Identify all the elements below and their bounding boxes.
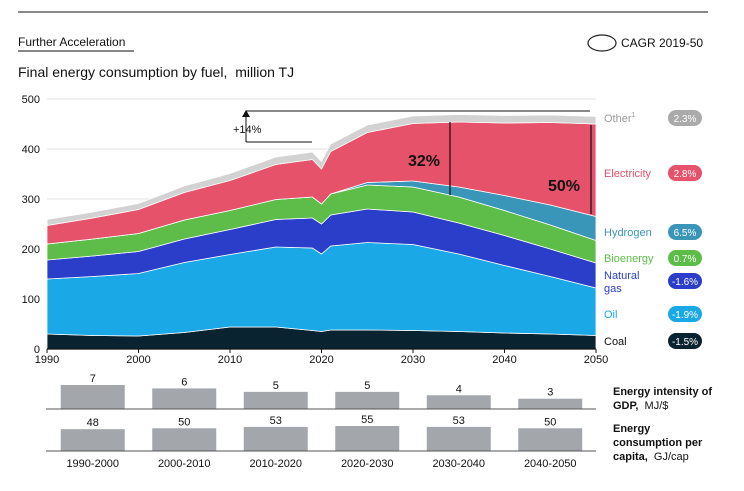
per-capita-value-label: 55 bbox=[361, 414, 373, 426]
legend-label-natural-gas: Natural gas bbox=[604, 270, 639, 295]
cagr-badge-other bbox=[668, 110, 702, 126]
y-tick-label: 400 bbox=[22, 144, 40, 156]
legend-label-other-footnote: 1 bbox=[632, 112, 636, 119]
legend-label-natural-gas-line: gas bbox=[604, 283, 622, 295]
legend-label-electricity: Electricity bbox=[604, 168, 652, 180]
intensity-bar bbox=[426, 395, 491, 409]
intensity-value-label: 5 bbox=[364, 380, 370, 392]
intensity-title-line1: Energy intensity of bbox=[613, 386, 712, 398]
intensity-title-line2: GDP, bbox=[613, 400, 638, 412]
per-capita-title-line1: Energy bbox=[613, 423, 651, 435]
cagr-legend-icon bbox=[587, 34, 617, 52]
period-label: 2010-2020 bbox=[249, 458, 302, 470]
per-capita-value-label: 53 bbox=[270, 415, 282, 427]
section-label: Further Acceleration bbox=[18, 35, 125, 49]
intensity-bar bbox=[60, 385, 125, 409]
intensity-value-label: 3 bbox=[547, 387, 553, 399]
energy-intensity-bars: 7 6 5 5 4 3 bbox=[60, 373, 583, 409]
per-capita-title-line3: capita, bbox=[613, 451, 648, 463]
intensity-bar bbox=[243, 391, 308, 409]
legend-label-hydrogen: Hydrogen bbox=[604, 227, 652, 239]
per-capita-panel-title: Energy consumption per capita, GJ/cap bbox=[613, 423, 705, 463]
cagr-badge-bioenergy bbox=[668, 250, 702, 266]
cagr-badge-natural-gas bbox=[668, 273, 702, 289]
stacked-areas bbox=[46, 114, 597, 350]
intensity-value-label: 6 bbox=[181, 376, 187, 388]
cagr-value-electricity: 2.8% bbox=[674, 169, 697, 180]
cagr-value-hydrogen: 6.5% bbox=[674, 228, 697, 239]
period-label: 2000-2010 bbox=[158, 458, 211, 470]
x-tick-labels: 1990 2000 2010 2020 2030 2040 2050 bbox=[35, 349, 608, 366]
per-capita-value-label: 50 bbox=[178, 416, 190, 428]
share-2050-label: 50% bbox=[548, 178, 580, 195]
per-capita-bar bbox=[243, 426, 308, 451]
cagr-value-natural-gas: -1.6% bbox=[672, 277, 698, 288]
period-label: 2030-2040 bbox=[432, 458, 485, 470]
intensity-value-label: 4 bbox=[456, 383, 462, 395]
cagr-legend-label: CAGR 2019-50 bbox=[621, 36, 703, 50]
y-tick-label: 300 bbox=[22, 194, 40, 206]
x-tick-label: 2050 bbox=[584, 354, 608, 366]
per-capita-bar bbox=[60, 429, 125, 451]
per-capita-title-line2: consumption per bbox=[613, 437, 703, 449]
legend-label-bioenergy: Bioenergy bbox=[604, 253, 654, 265]
x-tick-label: 2000 bbox=[126, 354, 150, 366]
y-tick-labels: 0 100 200 300 400 500 bbox=[22, 94, 40, 356]
legend-label-oil: Oil bbox=[604, 309, 617, 321]
x-tick-label: 1990 bbox=[35, 354, 59, 366]
intensity-bar bbox=[152, 388, 217, 409]
x-tick-label: 2040 bbox=[492, 354, 516, 366]
share-2034-label: 32% bbox=[408, 153, 440, 170]
per-capita-bar bbox=[152, 428, 217, 451]
intensity-bar bbox=[335, 391, 400, 409]
per-capita-value-label: 48 bbox=[87, 417, 99, 429]
intensity-panel-title: Energy intensity of GDP, MJ/$ bbox=[613, 386, 715, 412]
legend-label-natural-gas-line: Natural bbox=[604, 270, 639, 282]
cagr-badge-hydrogen bbox=[668, 224, 702, 240]
area-other bbox=[46, 114, 597, 226]
period-label: 1990-2000 bbox=[66, 458, 119, 470]
growth-annotation: +14% bbox=[233, 110, 590, 143]
cagr-badge-oil bbox=[668, 306, 702, 322]
intensity-value-label: 7 bbox=[90, 373, 96, 385]
x-tick-label: 2020 bbox=[309, 354, 333, 366]
per-capita-bar bbox=[426, 426, 491, 451]
legend-label-coal: Coal bbox=[604, 336, 627, 348]
per-capita-bar bbox=[335, 426, 400, 451]
legend-label-other: Other1 bbox=[604, 112, 636, 125]
per-capita-unit: GJ/cap bbox=[654, 451, 689, 463]
x-tick-label: 2010 bbox=[218, 354, 242, 366]
per-capita-value-label: 53 bbox=[453, 415, 465, 427]
cagr-value-bioenergy: 0.7% bbox=[674, 254, 697, 265]
chart-title: Final energy consumption by fuel, millio… bbox=[18, 64, 294, 80]
cagr-badge-electricity bbox=[668, 165, 702, 181]
cagr-value-oil: -1.9% bbox=[672, 310, 698, 321]
cagr-value-coal: -1.5% bbox=[672, 337, 698, 348]
cagr-badge-coal bbox=[668, 333, 702, 349]
period-label: 2040-2050 bbox=[524, 458, 577, 470]
series-legend: Other1 2.3% Electricity 2.8% Hydrogen 6.… bbox=[604, 110, 702, 349]
period-label: 2020-2030 bbox=[341, 458, 394, 470]
per-capita-value-label: 50 bbox=[544, 416, 556, 428]
chart-title-main: Final energy consumption by fuel, bbox=[18, 64, 227, 80]
growth-arrow-head bbox=[242, 110, 250, 117]
intensity-unit: MJ/$ bbox=[645, 400, 669, 412]
growth-label: +14% bbox=[233, 124, 262, 136]
per-capita-bars: 48 50 53 55 53 50 bbox=[60, 414, 583, 451]
y-tick-label: 100 bbox=[22, 294, 40, 306]
x-tick-label: 2030 bbox=[401, 354, 425, 366]
intensity-bar bbox=[518, 398, 583, 409]
chart-title-unit: million TJ bbox=[235, 64, 294, 80]
y-tick-label: 500 bbox=[22, 94, 40, 106]
legend-label-other-text: Other bbox=[604, 113, 632, 125]
intensity-value-label: 5 bbox=[273, 380, 279, 392]
y-tick-label: 0 bbox=[34, 344, 40, 356]
per-capita-bar bbox=[518, 428, 583, 451]
y-tick-label: 200 bbox=[22, 244, 40, 256]
cagr-value-other: 2.3% bbox=[674, 114, 697, 125]
period-labels: 1990-2000 2000-2010 2010-2020 2020-2030 2030… bbox=[66, 458, 576, 470]
